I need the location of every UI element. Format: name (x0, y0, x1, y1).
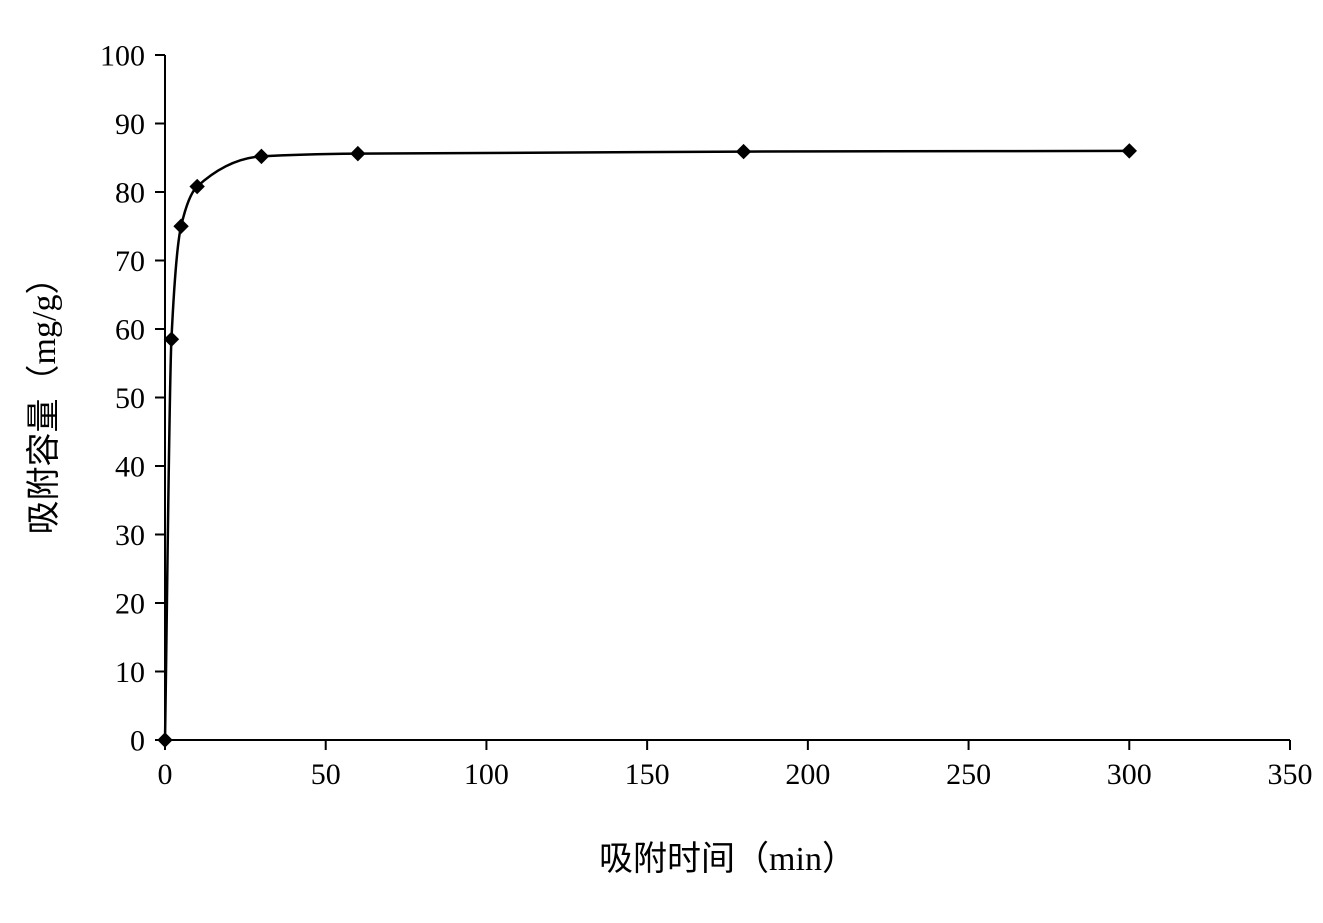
x-tick-label: 150 (625, 758, 670, 791)
x-tick-label: 350 (1268, 758, 1313, 791)
x-tick-label: 100 (464, 758, 509, 791)
x-tick-label: 250 (946, 758, 991, 791)
y-tick-label: 70 (115, 245, 145, 278)
y-axis-label: 吸附容量（mg/g） (25, 261, 63, 535)
x-tick-label: 50 (311, 758, 341, 791)
y-tick-label: 20 (115, 588, 145, 621)
y-tick-label: 0 (130, 725, 145, 758)
chart-svg: 0 50 100 150 200 250 300 350 0 10 20 30 40 50 60 70 80 90… (0, 0, 1323, 923)
y-tick-label: 90 (115, 108, 145, 141)
y-tick-label: 10 (115, 656, 145, 689)
y-tick-label: 100 (100, 40, 145, 73)
x-tick-label: 300 (1107, 758, 1152, 791)
y-tick-label: 60 (115, 314, 145, 347)
x-axis-label: 吸附时间（min） (599, 840, 856, 878)
chart-container: 0 50 100 150 200 250 300 350 0 10 20 30 40 50 60 70 80 90… (0, 0, 1323, 923)
x-tick-label: 0 (158, 758, 173, 791)
y-tick-label: 50 (115, 382, 145, 415)
y-tick-label: 80 (115, 177, 145, 210)
y-tick-label: 40 (115, 451, 145, 484)
x-tick-label: 200 (785, 758, 830, 791)
y-tick-label: 30 (115, 519, 145, 552)
